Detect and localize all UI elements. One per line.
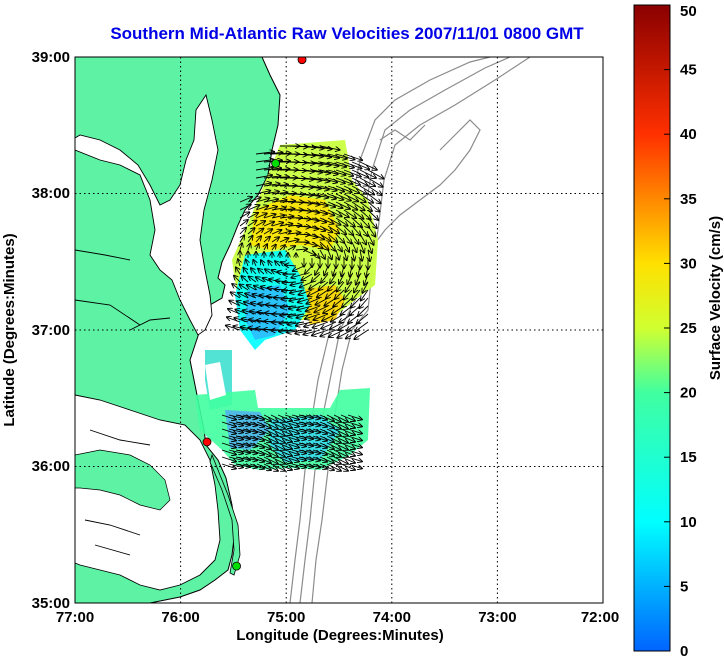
y-tick-label: 35:00: [32, 595, 70, 612]
x-tick-label: 75:00: [267, 609, 305, 626]
x-tick-label: 72:00: [581, 609, 619, 626]
station-mid-south-marker: [202, 437, 212, 447]
colorbar-tick-label: 35: [680, 191, 697, 208]
colorbar-tick-label: 10: [680, 514, 697, 531]
colorbar-tick-label: 20: [680, 385, 697, 402]
velocity-vectors: [221, 146, 384, 471]
x-axis: 77:00 76:00 75:00 74:00 73:00 72:00 Long…: [56, 609, 619, 644]
colorbar-tick-label: 5: [680, 578, 688, 595]
colorbar: 0 5 10 15 20 25 30 35 40 45 50 Surface Velocity (c…: [633, 3, 724, 659]
station-south-marker: [232, 561, 241, 571]
colorbar-tick-label: 15: [680, 449, 697, 466]
y-tick-label: 39:00: [32, 49, 70, 66]
grid-lines: [75, 57, 603, 603]
hf-radar-stations: [202, 57, 307, 571]
colorbar-tick-label: 0: [680, 643, 688, 659]
colorbar-tick-label: 45: [680, 62, 697, 79]
y-tick-label: 36:00: [32, 458, 70, 475]
x-tick-label: 77:00: [56, 609, 94, 626]
colorbar-tick-label: 25: [680, 320, 697, 337]
station-mid-north-marker: [271, 159, 281, 168]
x-tick-label: 74:00: [373, 609, 411, 626]
x-tick-label: 76:00: [161, 609, 199, 626]
y-tick-label: 38:00: [32, 185, 70, 202]
y-tick-label: 37:00: [32, 322, 70, 339]
y-axis: 39:00 38:00 37:00 36:00 35:00 Latitude (…: [1, 49, 70, 612]
colorbar-tick-label: 40: [680, 126, 697, 143]
colorbar-tick-label: 50: [680, 3, 697, 20]
station-north-marker: [297, 57, 307, 65]
colorbar-tick-label: 30: [680, 255, 697, 272]
colorbar-label: Surface Velocity (cm/s): [707, 216, 724, 380]
x-tick-label: 73:00: [478, 609, 516, 626]
x-axis-label: Longitude (Degrees:Minutes): [236, 627, 444, 644]
map-title: Southern Mid-Atlantic Raw Velocities 200…: [110, 24, 584, 43]
y-axis-label: Latitude (Degrees:Minutes): [1, 233, 18, 426]
